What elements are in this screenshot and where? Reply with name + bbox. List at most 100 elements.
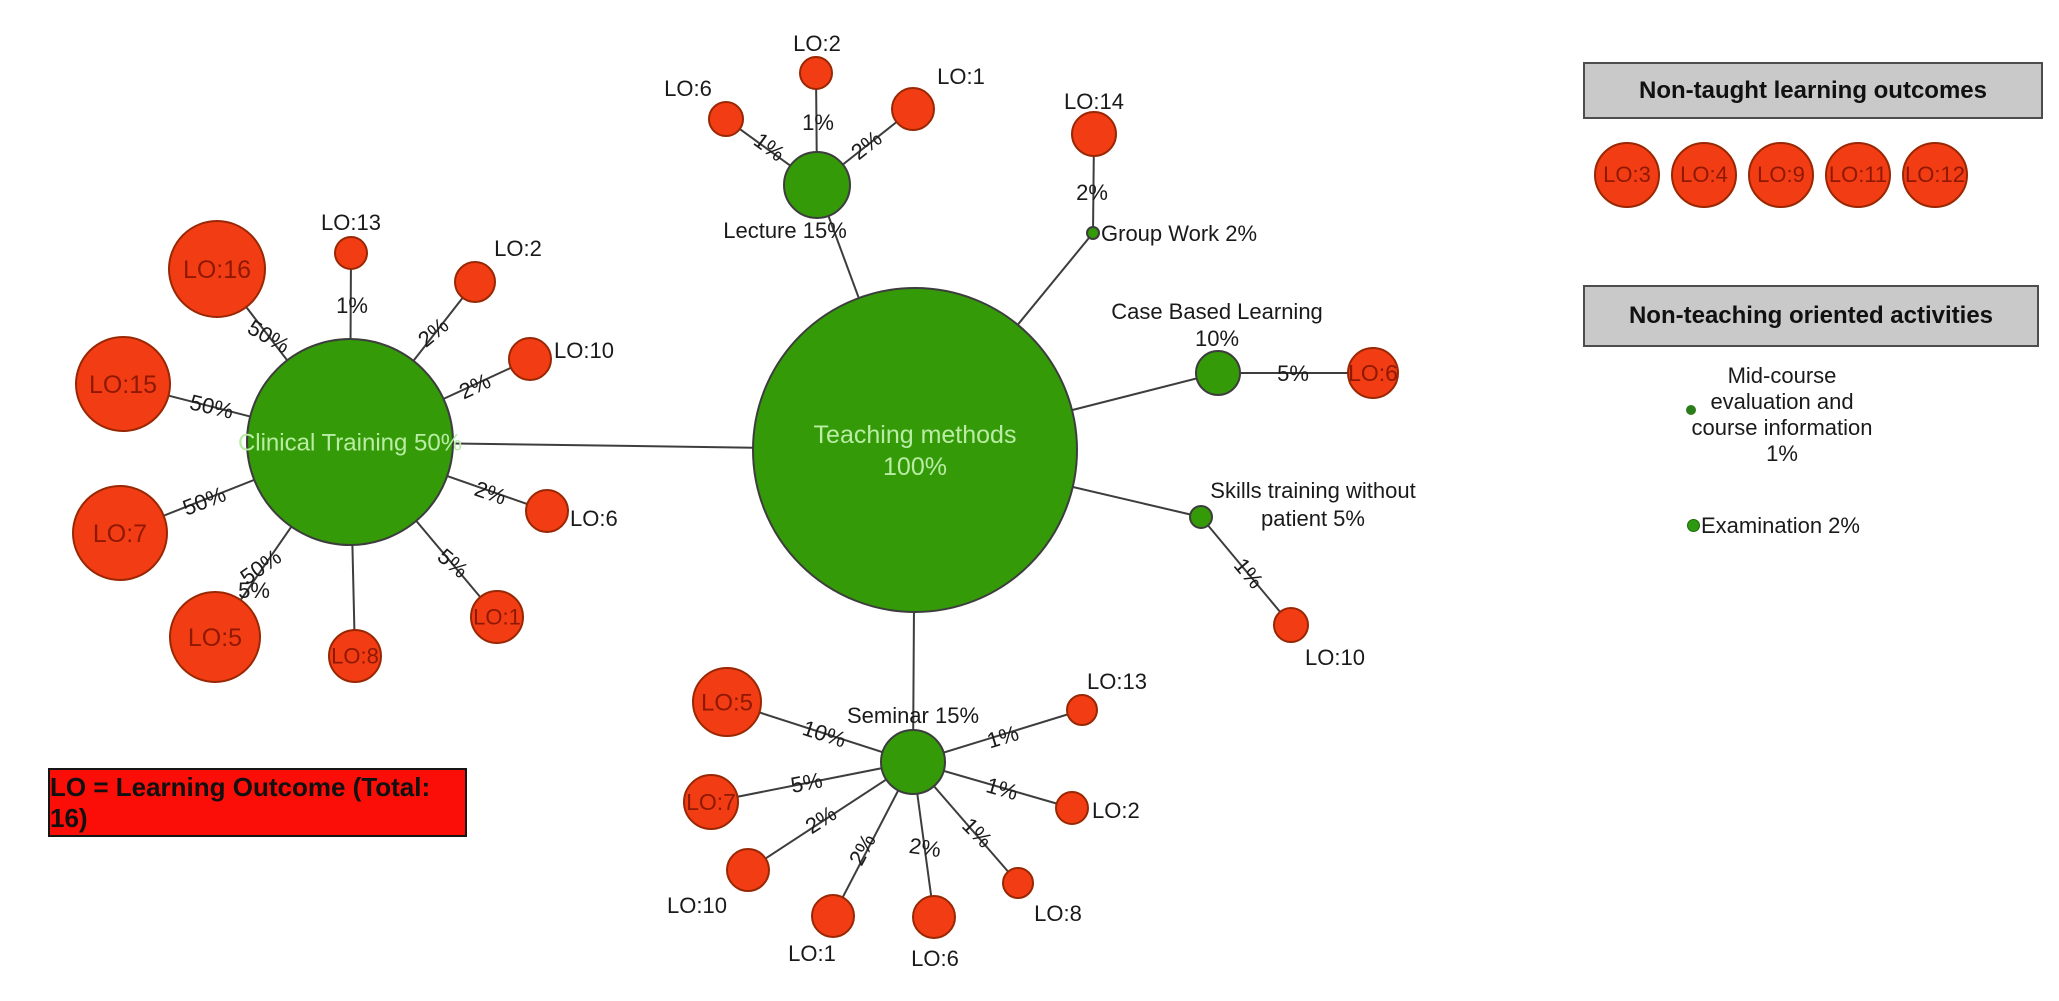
node-lo5s: [692, 667, 762, 737]
edge-skills-lo10sk: [1200, 516, 1292, 626]
label-lo5s: LO:5: [701, 689, 753, 716]
edge-label-clinical-lo6c: 2%: [471, 476, 509, 510]
mid-course-line: 1%: [1766, 441, 1798, 466]
edge-seminar-lo7s: [710, 761, 914, 803]
node-lo14: [1071, 111, 1117, 157]
label-lo2s: LO:2: [1092, 798, 1140, 823]
node-lo15c: [75, 336, 171, 432]
label-cbl: 10%: [1195, 326, 1239, 351]
edge-label-seminar-lo7s: 5%: [789, 767, 825, 798]
label-lo1s: LO:1: [788, 941, 836, 966]
edge-label-clinical-lo1c: 5%: [433, 543, 473, 583]
node-lo2s: [1055, 791, 1089, 825]
mid-course-line: course information: [1691, 415, 1873, 440]
edge-label-clinical-lo7c: 50%: [179, 481, 229, 520]
node-lo10sk: [1273, 607, 1309, 643]
label-groupwork: Group Work 2%: [1101, 221, 1257, 246]
label-lo15c: LO:15: [89, 371, 157, 399]
label-lo10sk: LO:10: [1305, 645, 1365, 670]
node-lo6cb: [1347, 347, 1399, 399]
mid-course-line: evaluation and: [1710, 389, 1854, 414]
label-lo10se: LO:10: [667, 893, 727, 918]
mid-course-dot: [1686, 405, 1696, 415]
label-lo8c: LO:8: [331, 644, 379, 669]
node-lo1s: [811, 894, 855, 938]
legend-non-taught-circles: LO:3 LO:4 LO:9 LO:11 LO:12: [1594, 142, 1968, 208]
node-lecture: [783, 151, 851, 219]
node-clinical: [246, 338, 454, 546]
node-lo1c: [470, 590, 524, 644]
legend-circle-lo3: LO:3: [1594, 142, 1660, 208]
edge-label-groupwork-lo14: 2%: [1076, 180, 1108, 205]
edge-label-seminar-lo5s: 10%: [800, 715, 850, 752]
edge-label-seminar-lo13s: 1%: [984, 720, 1022, 753]
node-lo7c: [72, 485, 168, 581]
label-lo13s: LO:13: [1087, 669, 1147, 694]
label-lo16c: LO:16: [183, 256, 251, 284]
edge-label-seminar-lo6s: 2%: [908, 833, 943, 862]
legend-circle-lo12: LO:12: [1902, 142, 1968, 208]
node-lo1l: [891, 87, 935, 131]
label-lo10c: LO:10: [554, 338, 614, 363]
node-lo7s: [683, 774, 739, 830]
node-lo13c: [334, 236, 368, 270]
edge-label-seminar-lo2s: 1%: [983, 772, 1020, 805]
label-lo6cb: LO:6: [1348, 360, 1398, 386]
legend-circle-lo11: LO:11: [1825, 142, 1891, 208]
mid-course-label: Mid-course evaluation and course informati…: [1622, 363, 1942, 467]
legend-circle-lo4: LO:4: [1671, 142, 1737, 208]
edge-label-lecture-lo2l: 1%: [802, 110, 834, 135]
label-clinical: Clinical Training 50%: [238, 429, 462, 456]
examination-dot: [1687, 519, 1700, 532]
node-lo13s: [1066, 694, 1098, 726]
label-lo7c: LO:7: [93, 520, 147, 548]
label-lo8s: LO:8: [1034, 901, 1082, 926]
legend-non-taught-header: Non-taught learning outcomes: [1583, 62, 2043, 119]
label-lo7s: LO:7: [686, 789, 736, 815]
label-lo5c: LO:5: [188, 624, 242, 652]
edge-label-cbl-lo6cb: 5%: [1277, 361, 1309, 386]
label-lo2c: LO:2: [494, 236, 542, 261]
node-lo2c: [454, 261, 496, 303]
edge-label-clinical-lo13c: 1%: [336, 293, 368, 318]
label-lo6c: LO:6: [570, 506, 618, 531]
edge-label-clinical-lo15c: 50%: [187, 390, 236, 424]
edge-label-clinical-lo16c: 50%: [243, 315, 294, 359]
label-skills: Skills training without: [1210, 478, 1415, 503]
node-lo6c: [525, 489, 569, 533]
node-skills: [1189, 505, 1213, 529]
mid-course-line: Mid-course: [1727, 363, 1837, 388]
label-lo13c: LO:13: [321, 210, 381, 235]
node-lo10c: [508, 337, 552, 381]
label-lecture: Lecture 15%: [723, 218, 847, 243]
label-lo2l: LO:2: [793, 31, 841, 56]
node-lo8c: [328, 629, 382, 683]
node-lo8s: [1002, 867, 1034, 899]
label-cbl: Case Based Learning: [1111, 299, 1323, 324]
node-lo5c: [169, 591, 261, 683]
label-lo6s: LO:6: [911, 946, 959, 971]
legend-non-taught-title: Non-taught learning outcomes: [1639, 76, 1987, 104]
label-lo6l: LO:6: [664, 76, 712, 101]
edge-label-lecture-lo1l: 2%: [846, 125, 886, 164]
edge-label-seminar-lo10se: 2%: [801, 801, 841, 839]
edge-label-clinical-lo8c: 5%: [238, 578, 270, 603]
label-lo1c: LO:1: [473, 605, 521, 630]
legend-non-teaching-title: Non-teaching oriented activities: [1628, 302, 1994, 329]
node-lo6s: [912, 895, 956, 939]
node-cbl: [1195, 350, 1241, 396]
label-teaching: Teaching methods: [814, 421, 1017, 449]
legend-circle-lo9: LO:9: [1748, 142, 1814, 208]
label-skills: patient 5%: [1261, 506, 1365, 531]
label-lo1l: LO:1: [937, 64, 985, 89]
lo-definition-box: LO = Learning Outcome (Total: 16): [48, 768, 467, 837]
node-lo6l: [708, 101, 744, 137]
node-groupwork: [1086, 226, 1100, 240]
edge-label-clinical-lo10c: 2%: [455, 368, 494, 404]
label-teaching: 100%: [883, 453, 947, 481]
legend-non-teaching-header: Non-teaching oriented activities: [1583, 285, 2039, 347]
node-seminar: [880, 729, 946, 795]
lo-definition-label: LO = Learning Outcome (Total: 16): [50, 771, 431, 833]
